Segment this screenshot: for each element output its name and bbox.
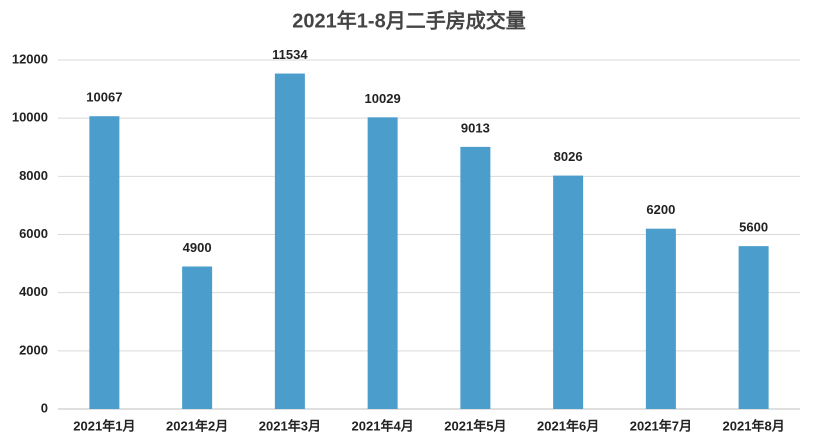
x-tick-label: 2021年3月	[259, 418, 321, 433]
data-label: 8026	[554, 149, 583, 164]
y-tick-label: 2000	[19, 342, 48, 357]
y-tick-label: 12000	[12, 51, 48, 66]
x-tick-label: 2021年5月	[444, 418, 506, 433]
data-label: 5600	[739, 220, 768, 235]
x-tick-label: 2021年6月	[537, 418, 599, 433]
y-tick-label: 0	[41, 400, 48, 415]
x-tick-label: 2021年8月	[723, 418, 785, 433]
y-tick-label: 4000	[19, 284, 48, 299]
bar	[182, 266, 213, 409]
y-tick-label: 10000	[12, 110, 48, 125]
data-label: 4900	[183, 240, 212, 255]
data-label: 11534	[272, 47, 308, 62]
bar	[274, 73, 305, 410]
x-tick-label: 2021年1月	[73, 418, 135, 433]
y-tick-label: 6000	[19, 226, 48, 241]
bar	[367, 117, 398, 410]
bar	[645, 228, 676, 409]
x-tick-label: 2021年4月	[352, 418, 414, 433]
bar	[89, 116, 120, 410]
x-tick-label: 2021年7月	[630, 418, 692, 433]
data-label: 9013	[461, 120, 490, 135]
bar	[553, 175, 584, 409]
x-tick-label: 2021年2月	[166, 418, 228, 433]
data-label: 6200	[646, 202, 675, 217]
bar	[460, 146, 491, 409]
data-label: 10029	[365, 91, 401, 106]
data-label: 10067	[86, 90, 122, 105]
bar	[738, 246, 769, 409]
y-tick-label: 8000	[19, 168, 48, 183]
chart-title: 2021年1-8月二手房成交量	[292, 8, 525, 32]
